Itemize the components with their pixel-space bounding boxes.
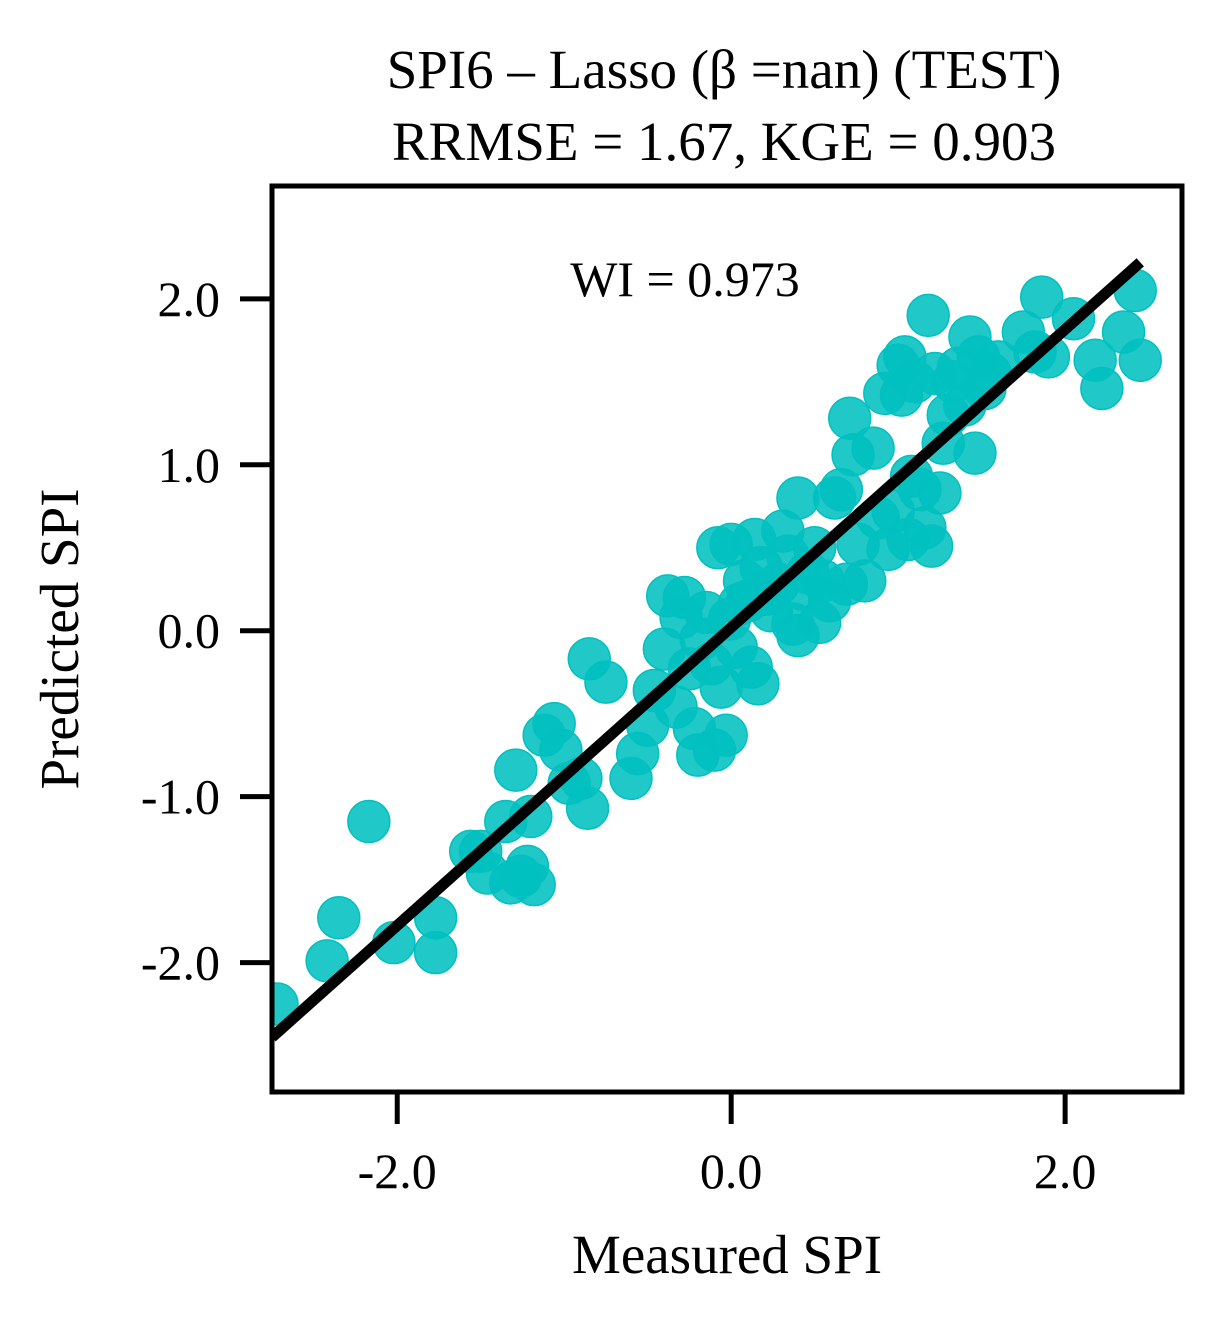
data-point-43 bbox=[704, 713, 748, 757]
chart-title-line1: SPI6 – Lasso (β =nan) (TEST) bbox=[387, 39, 1062, 100]
x-tick-label: 2.0 bbox=[1034, 1143, 1097, 1199]
data-point-61 bbox=[776, 476, 820, 520]
y-tick-label: -1.0 bbox=[141, 769, 220, 825]
y-tick-label: 0.0 bbox=[158, 603, 221, 659]
y-axis-label: Predicted SPI bbox=[29, 489, 90, 790]
y-tick-label: 1.0 bbox=[158, 437, 221, 493]
y-tick-label: -2.0 bbox=[141, 935, 220, 991]
data-point-52 bbox=[736, 662, 780, 706]
data-point-105 bbox=[1019, 275, 1064, 319]
chart-title-line2: RRMSE = 1.67, KGE = 0.903 bbox=[392, 111, 1056, 172]
x-tick-label: -2.0 bbox=[358, 1143, 437, 1199]
data-point-6 bbox=[413, 930, 458, 975]
data-points bbox=[272, 268, 1163, 1026]
fit-line bbox=[272, 258, 1144, 1042]
plot-frame bbox=[269, 183, 1185, 1095]
x-axis-ticks: -2.0 0.0 2.0 bbox=[358, 1092, 1097, 1199]
data-point-112 bbox=[1118, 338, 1163, 382]
data-point-16 bbox=[509, 794, 553, 839]
data-point-74 bbox=[843, 559, 887, 603]
data-point-89 bbox=[909, 524, 954, 568]
data-point-88 bbox=[906, 293, 950, 338]
data-point-2 bbox=[317, 896, 361, 940]
data-point-75 bbox=[851, 426, 895, 470]
data-point-24 bbox=[584, 660, 628, 704]
x-axis-label: Measured SPI bbox=[572, 1224, 882, 1285]
y-axis-ticks: -2.0 -1.0 0.0 1.0 2.0 bbox=[141, 271, 272, 991]
data-point-3 bbox=[347, 799, 391, 844]
wi-annotation: WI = 0.973 bbox=[570, 251, 800, 307]
x-tick-label: 0.0 bbox=[700, 1143, 763, 1199]
data-point-15 bbox=[494, 748, 538, 792]
data-point-14 bbox=[512, 862, 556, 907]
fit-line-layer bbox=[272, 258, 1144, 1042]
data-point-91 bbox=[918, 471, 962, 515]
data-point-109 bbox=[1080, 366, 1124, 411]
y-tick-label: 2.0 bbox=[158, 271, 221, 327]
data-point-98 bbox=[953, 431, 997, 475]
data-point-22 bbox=[565, 786, 610, 831]
